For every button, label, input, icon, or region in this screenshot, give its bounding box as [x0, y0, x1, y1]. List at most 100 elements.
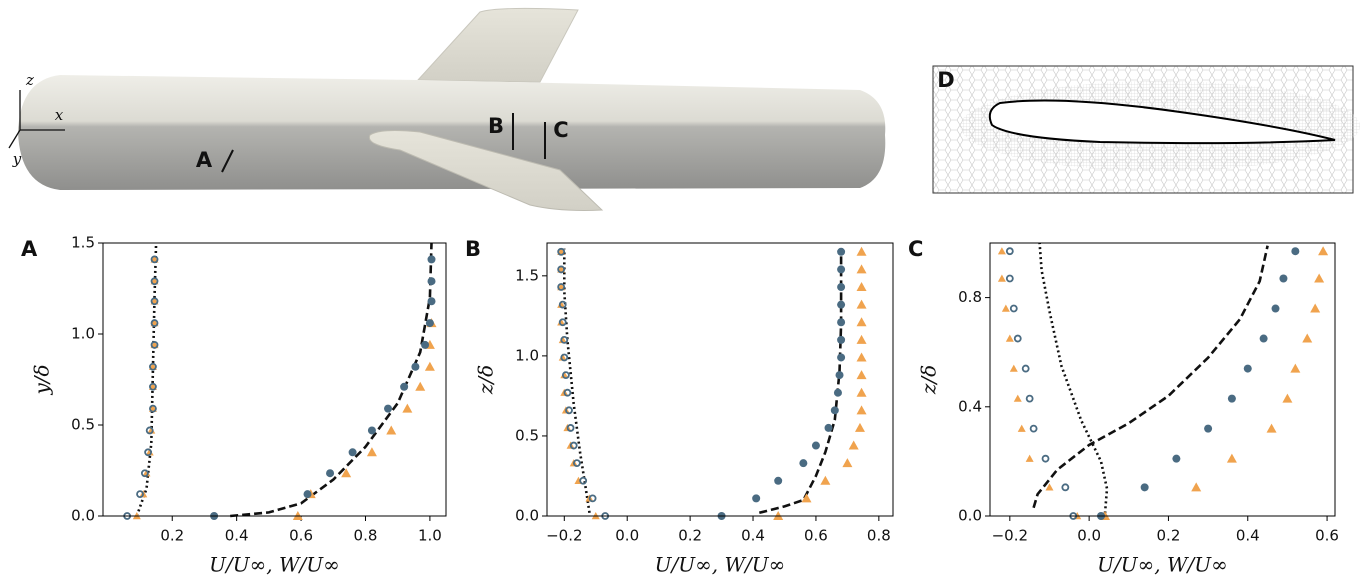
axis-name: y	[12, 150, 22, 168]
x-tick-label: 0.0	[615, 527, 639, 545]
data-point	[820, 476, 830, 485]
x-tick-label: −0.2	[992, 527, 1028, 545]
data-point	[428, 277, 436, 285]
panel-label: B	[465, 237, 481, 261]
y-axis-label: y/δ	[30, 364, 54, 395]
x-tick-label: 0.2	[678, 527, 702, 545]
x-tick-label: 0.8	[354, 527, 378, 545]
data-point	[831, 406, 839, 414]
data-point	[857, 388, 867, 397]
data-point	[1204, 425, 1212, 433]
aircraft-illustration	[9, 8, 885, 210]
data-point	[1318, 246, 1328, 255]
y-tick-label: 0.5	[515, 426, 539, 444]
x-tick-label: 1.0	[418, 527, 442, 545]
section-label: B	[488, 114, 504, 138]
data-point	[774, 477, 782, 485]
data-point	[837, 265, 845, 273]
data-point	[836, 371, 844, 379]
panel-label: C	[908, 237, 923, 261]
x-tick-label: 0.0	[1077, 527, 1101, 545]
data-point	[857, 405, 867, 414]
data-point	[1279, 274, 1287, 282]
y-tick-label: 0.0	[515, 507, 539, 525]
data-point	[998, 274, 1006, 281]
axis-name: z	[25, 71, 34, 89]
x-tick-label: 0.4	[741, 527, 765, 545]
data-point	[1027, 396, 1033, 402]
data-point	[1282, 394, 1292, 403]
data-point	[857, 300, 867, 309]
x-axis-label: U/U∞, W/U∞	[209, 553, 340, 577]
data-point	[1141, 483, 1149, 491]
data-point	[137, 491, 143, 497]
x-tick-label: 0.4	[1236, 527, 1260, 545]
plot-frame	[990, 243, 1335, 516]
x-axis-label: U/U∞, W/U∞	[1097, 553, 1228, 577]
data-point	[1062, 484, 1068, 490]
data-point	[425, 362, 435, 371]
data-point	[802, 493, 812, 502]
data-point	[415, 382, 425, 391]
section-label: C	[553, 118, 568, 142]
panel-label: A	[21, 237, 38, 261]
inset-label: D	[937, 68, 954, 92]
page: {"illustration":{"section_labels":["A","…	[0, 0, 1372, 582]
data-point	[428, 297, 436, 305]
data-point	[837, 283, 845, 291]
data-point	[837, 353, 845, 361]
airfoil-inset	[933, 66, 1360, 193]
data-point	[857, 282, 867, 291]
data-point	[857, 352, 867, 361]
data-point	[1267, 424, 1277, 433]
data-point	[1191, 482, 1201, 491]
data-point	[1002, 305, 1010, 312]
x-tick-label: 0.8	[867, 527, 891, 545]
data-point	[857, 370, 867, 379]
axis-name: x	[55, 106, 64, 124]
y-tick-label: 0.0	[958, 507, 982, 525]
data-point	[1228, 395, 1236, 403]
data-point	[1014, 395, 1022, 402]
data-point	[1043, 456, 1049, 462]
y-axis-label: z/δ	[474, 365, 498, 395]
data-point	[1007, 248, 1013, 254]
x-tick-label: 0.6	[1315, 527, 1339, 545]
data-point	[426, 319, 434, 327]
profile-line	[564, 249, 589, 513]
x-axis-label: U/U∞, W/U∞	[655, 553, 786, 577]
data-point	[857, 335, 867, 344]
y-tick-label: 1.5	[515, 266, 539, 284]
profile-line	[1040, 243, 1107, 513]
data-point	[367, 447, 377, 456]
x-tick-label: −0.2	[546, 527, 582, 545]
data-point	[428, 255, 436, 263]
data-point	[837, 336, 845, 344]
x-tick-label: 0.4	[225, 527, 249, 545]
data-point	[837, 301, 845, 309]
data-point	[326, 469, 334, 477]
data-point	[1302, 334, 1312, 343]
data-point	[799, 459, 807, 467]
data-point	[1007, 275, 1013, 281]
data-point	[1031, 426, 1037, 432]
data-point	[402, 404, 412, 413]
data-point	[1227, 454, 1237, 463]
x-tick-label: 0.6	[804, 527, 828, 545]
data-point	[857, 264, 867, 273]
section-label: A	[196, 148, 213, 172]
y-tick-label: 1.0	[71, 325, 95, 343]
data-point	[857, 247, 867, 256]
data-point	[1011, 306, 1017, 312]
data-point	[998, 247, 1006, 254]
data-point	[1260, 335, 1268, 343]
data-point	[411, 363, 419, 371]
data-point	[849, 441, 859, 450]
data-point	[580, 478, 586, 484]
data-point	[812, 442, 820, 450]
data-point	[1023, 366, 1029, 372]
data-point	[1026, 455, 1034, 462]
data-point	[857, 317, 867, 326]
data-point	[1018, 425, 1026, 432]
data-point	[1244, 365, 1252, 373]
